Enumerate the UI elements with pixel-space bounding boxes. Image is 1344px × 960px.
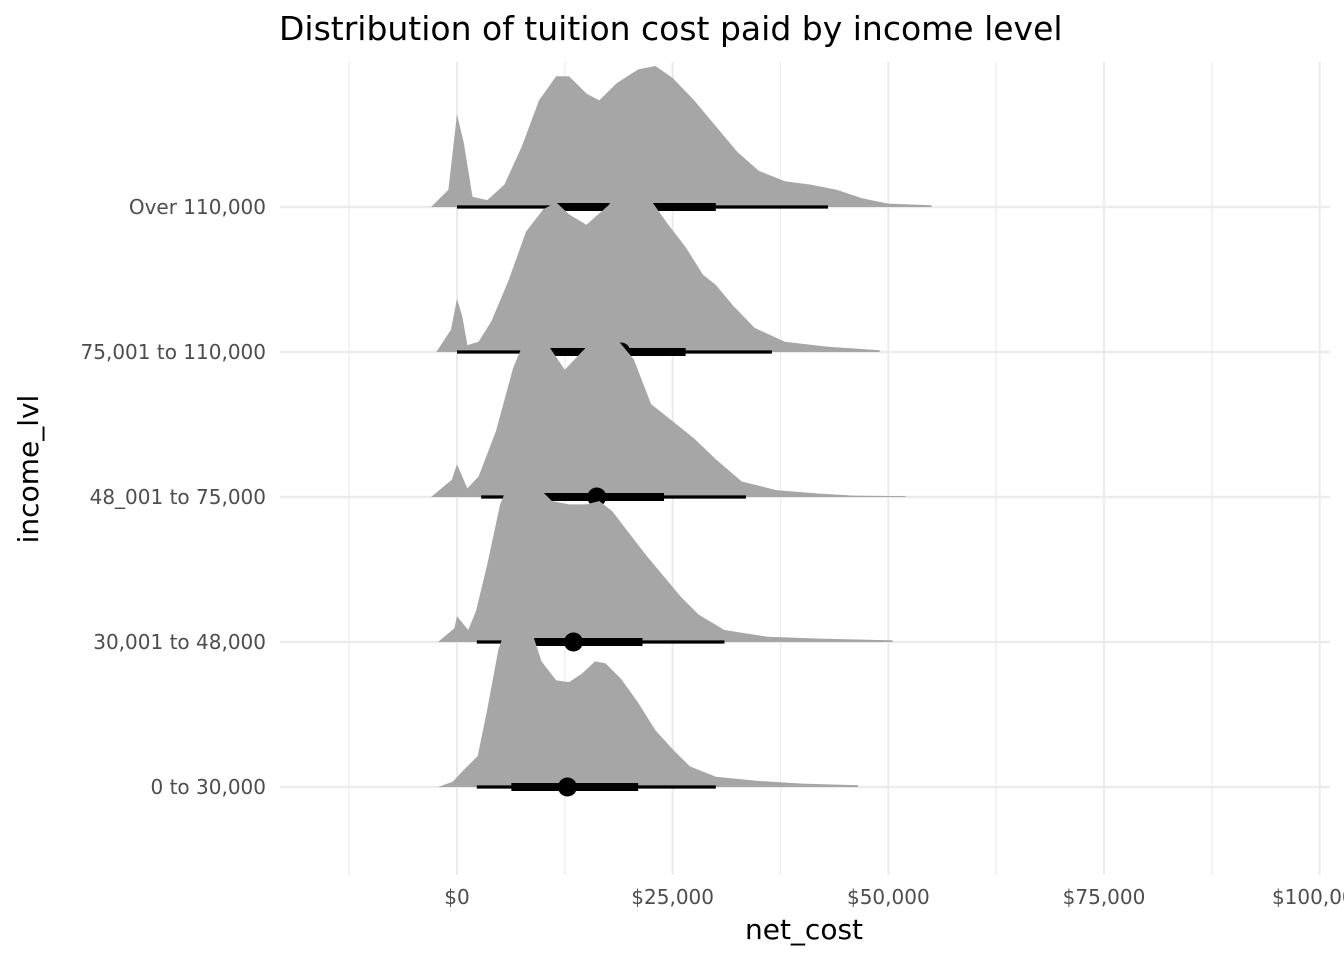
median-point [587, 487, 607, 507]
x-tick-label: $25,000 [631, 885, 714, 909]
density-area [438, 470, 893, 642]
x-axis-title: net_cost [745, 913, 863, 946]
x-tick-label: $100,000 [1272, 885, 1344, 909]
x-tick-label: $50,000 [847, 885, 930, 909]
x-tick-label: $75,000 [1063, 885, 1146, 909]
y-tick-label: 0 to 30,000 [151, 775, 267, 799]
y-axis-title: income_lvl [12, 395, 45, 544]
axis-ticks: $0 $25,000 $50,000 $75,000 $100,000 0 to 30,0… [81, 195, 1344, 909]
ridge-group [438, 615, 859, 797]
chart-title: Distribution of tuition cost paid by inc… [279, 9, 1063, 48]
y-tick-label: Over 110,000 [129, 195, 266, 219]
density-area [438, 615, 859, 787]
density-area [431, 66, 932, 207]
density-area [431, 331, 906, 497]
ridge-group [431, 66, 932, 217]
median-point [557, 777, 577, 797]
y-tick-label: 30,001 to 48,000 [93, 630, 266, 654]
ridge-group [431, 331, 906, 507]
ridge-group [438, 470, 893, 652]
x-tick-label: $0 [444, 885, 469, 909]
y-tick-label: 75,001 to 110,000 [81, 340, 266, 364]
y-tick-label: 48_001 to 75,000 [90, 485, 266, 509]
median-point [563, 632, 583, 652]
density-ridges [431, 66, 932, 797]
density-area [436, 180, 880, 352]
